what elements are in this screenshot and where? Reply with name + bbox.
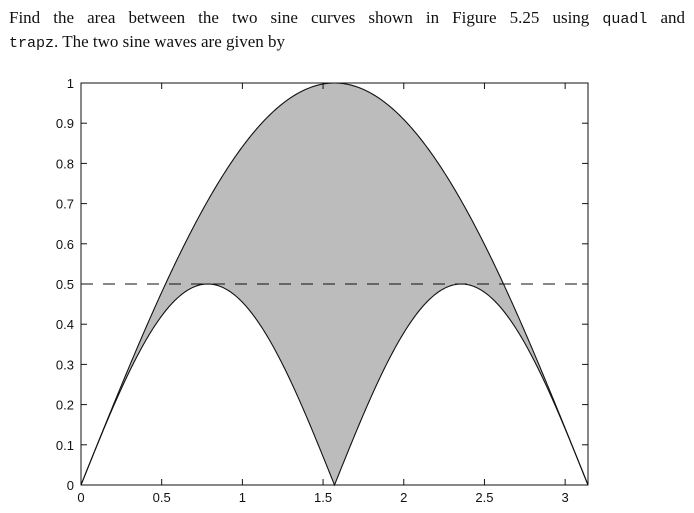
problem-text-part: . The two sine waves are given by (54, 32, 286, 51)
code-quadl: quadl (602, 11, 648, 28)
y-tick-label: 0 (67, 478, 74, 493)
code-trapz: trapz (9, 35, 55, 52)
problem-text-part: and (647, 8, 686, 27)
problem-line-1: Find the area between the two sine curve… (9, 7, 685, 31)
plot-area: 0 0.5 1 1.5 2 2.5 3 0 0.1 0.2 0.3 0.4 0.5 0.6 0.7 0.8 0.… (56, 76, 589, 505)
y-tick-label: 1 (67, 76, 74, 91)
x-tick-label: 2 (400, 490, 407, 505)
x-tick-label: 0 (77, 490, 84, 505)
y-tick-label: 0.3 (56, 357, 74, 372)
y-tick-label: 0.4 (56, 317, 74, 332)
problem-text-part: Find the area between the two sine curve… (9, 8, 603, 27)
y-tick-label: 0.1 (56, 438, 74, 453)
x-tick-label: 3 (562, 490, 569, 505)
y-tick-label: 0.6 (56, 237, 74, 252)
x-tick-label: 0.5 (153, 490, 171, 505)
x-tick-label: 1.5 (314, 490, 332, 505)
problem-statement: Find the area between the two sine curve… (9, 7, 685, 55)
y-tick-label: 0.7 (56, 197, 74, 212)
y-tick-label: 0.5 (56, 277, 74, 292)
x-tick-label: 1 (239, 490, 246, 505)
y-tick-label: 0.9 (56, 116, 74, 131)
problem-line-2: trapz. The two sine waves are given by (9, 31, 685, 55)
y-tick-label: 0.8 (56, 156, 74, 171)
y-tick-label: 0.2 (56, 398, 74, 413)
x-tick-label: 2.5 (475, 490, 493, 505)
